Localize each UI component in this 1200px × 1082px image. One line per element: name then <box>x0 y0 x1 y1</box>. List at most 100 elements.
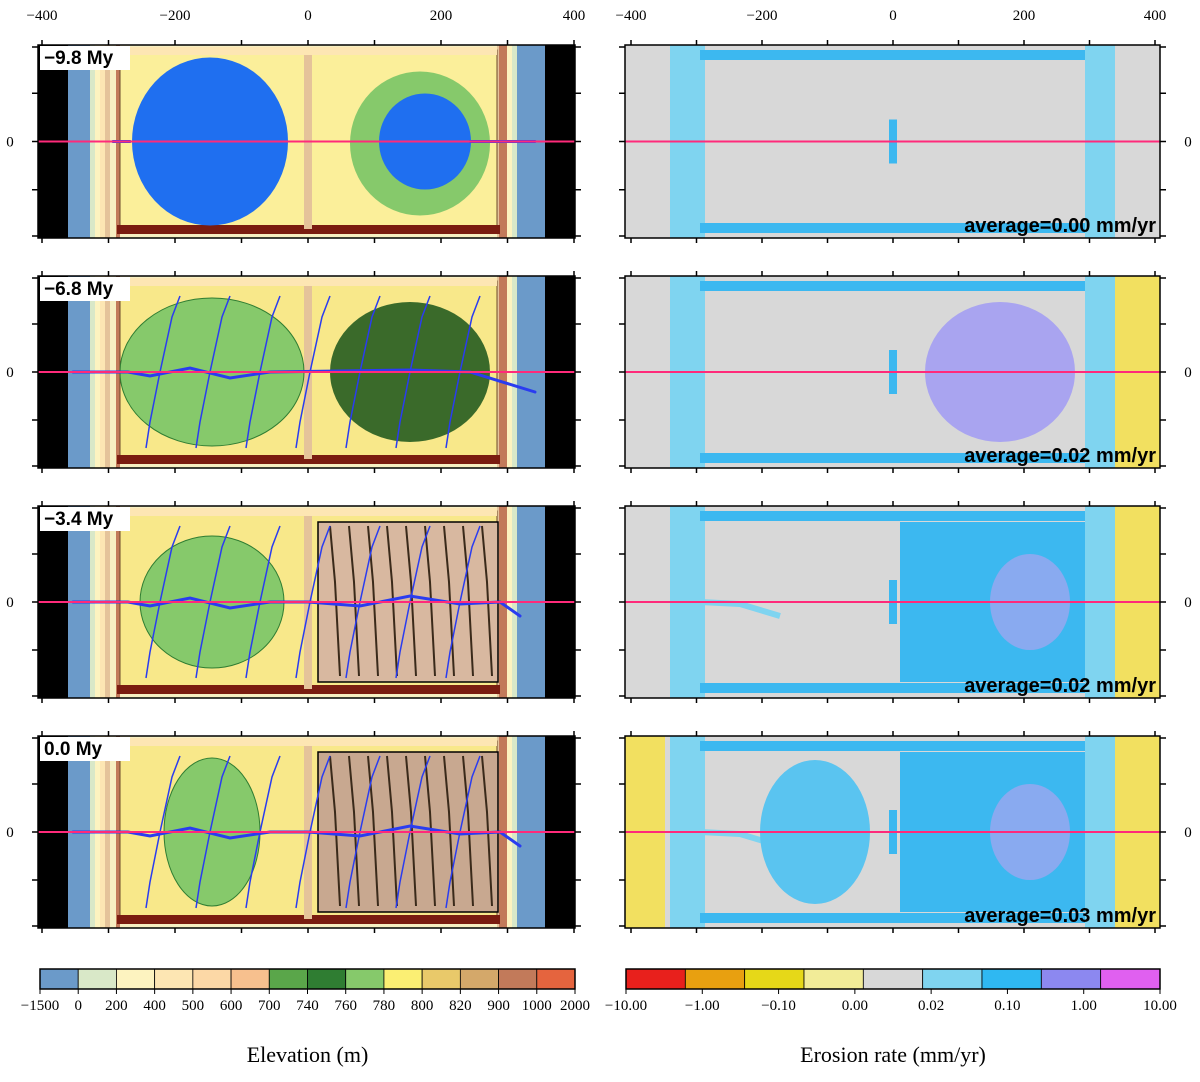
central-divide <box>304 741 312 919</box>
tributary-north <box>309 525 331 603</box>
erosion-strip-south <box>700 683 1085 693</box>
colorbar-swatch <box>39 968 79 990</box>
tributary-south <box>445 831 461 909</box>
elevation-panel: 0 0.0 My <box>6 731 581 933</box>
elevation-colorbar: −1500 0 200 400 500 600 700 740 760 780 800 820 900 1… <box>21 968 590 1067</box>
ridge-line <box>367 525 379 677</box>
erosion-strip-north <box>700 50 1085 60</box>
tributary-south <box>395 371 411 449</box>
colorbar-title: Elevation (m) <box>247 1042 369 1067</box>
colorbar-swatch <box>345 968 385 990</box>
top-tick-label-right: −200 <box>747 8 778 24</box>
average-erosion-label: average=0.02 mm/yr <box>964 445 1156 467</box>
tributary-north <box>309 295 331 373</box>
colorbar-tick-label: 700 <box>258 998 281 1014</box>
y-tick-label-right: 0 <box>1184 365 1192 381</box>
colorbar-tick-label: 820 <box>449 998 472 1014</box>
ridge-line <box>367 755 379 907</box>
erosion-strip-north <box>700 281 1085 291</box>
ridge-line <box>462 525 474 677</box>
tributary-south <box>145 601 161 679</box>
colorbar-tick-label: −0.10 <box>761 998 796 1014</box>
tributary-north <box>209 755 231 833</box>
tributary-south <box>445 601 461 679</box>
colorbar-tick-label: 0.00 <box>842 998 868 1014</box>
colorbar-swatch <box>803 968 864 990</box>
colorbar-swatch <box>1040 968 1102 990</box>
tributary-south <box>145 831 161 909</box>
erosion-colorbar: −10.00 −1.00 −0.10 0.00 0.02 0.10 1.00 10.00 Ero… <box>605 968 1177 1067</box>
erosion-panel: 0 average=0.02 mm/yr <box>619 501 1192 703</box>
tributary-north <box>209 525 231 603</box>
erosion-strip-north <box>700 511 1085 521</box>
y-tick-label-left: 0 <box>6 135 14 151</box>
top-tick-label-right: 200 <box>1013 8 1036 24</box>
erosion-strip-south <box>700 453 1085 463</box>
erosion-panel: 0 average=0.02 mm/yr <box>619 271 1192 473</box>
colorbar-swatch <box>116 968 156 990</box>
colorbar-tick-label: 400 <box>143 998 166 1014</box>
northern-strip <box>120 47 497 55</box>
tributary-north <box>459 295 481 373</box>
colorbar-swatch <box>862 968 924 990</box>
top-tick-label-left: 0 <box>304 8 312 24</box>
tributary-south <box>345 371 361 449</box>
tributary-south <box>195 831 211 909</box>
colorbar-tick-label: 0.10 <box>994 998 1020 1014</box>
tributary-north <box>409 295 431 373</box>
top-tick-label-left: −200 <box>160 8 191 24</box>
colorbar-tick-label: 760 <box>334 998 357 1014</box>
colorbar-tick-label: 200 <box>105 998 128 1014</box>
elevation-panel: 0 −3.4 My <box>6 501 581 703</box>
colorbar-tick-label: 780 <box>373 998 396 1014</box>
ridge-line <box>462 755 474 907</box>
colorbar-swatch <box>1100 968 1161 990</box>
colorbar-swatch <box>981 968 1042 990</box>
central-divide <box>304 511 312 689</box>
tributary-north <box>209 295 231 373</box>
tributary-north <box>159 755 181 833</box>
colorbar-tick-label: 0 <box>74 998 82 1014</box>
tributary-south <box>445 371 461 449</box>
tributary-south <box>295 601 311 679</box>
ridge-line <box>481 755 493 907</box>
colorbar-tick-label: 740 <box>296 998 319 1014</box>
tributary-south <box>395 601 411 679</box>
time-label: 0.0 My <box>44 739 103 760</box>
tributary-south <box>195 371 211 449</box>
colorbar-swatch <box>421 968 461 990</box>
southern-uplift <box>117 915 500 924</box>
colorbar-tick-label: 2000 <box>560 998 590 1014</box>
tributary-north <box>259 755 281 833</box>
ridge-line <box>443 525 455 677</box>
ridge-line <box>424 525 436 677</box>
time-label-box <box>40 46 130 70</box>
top-tick-label-left: 200 <box>430 8 453 24</box>
tributary-north <box>409 525 431 603</box>
colorbar-tick-label: 600 <box>220 998 243 1014</box>
southern-uplift <box>117 225 500 234</box>
elevation-panel: 0 −6.8 My <box>6 271 581 473</box>
colorbar-tick-label: 500 <box>182 998 205 1014</box>
time-label-box <box>40 507 130 531</box>
time-label: −6.8 My <box>44 279 114 300</box>
y-tick-label-left: 0 <box>6 595 14 611</box>
ridge-line <box>329 525 341 677</box>
erosion-panel: 0 average=0.00 mm/yr <box>619 40 1192 243</box>
top-tick-label-left: −400 <box>27 8 58 24</box>
colorbar-swatch <box>536 968 576 990</box>
colorbar-title: Erosion rate (mm/yr) <box>800 1042 986 1067</box>
northern-strip <box>120 738 497 746</box>
average-erosion-label: average=0.02 mm/yr <box>964 675 1156 697</box>
colorbar-swatch <box>383 968 423 990</box>
tributary-north <box>459 525 481 603</box>
colorbar-tick-label: 10.00 <box>1143 998 1177 1014</box>
tributary-south <box>295 371 311 449</box>
colorbar-swatch <box>744 968 805 990</box>
central-divide <box>304 50 312 229</box>
tributary-north <box>159 525 181 603</box>
ridge-line <box>348 755 360 907</box>
colorbar-tick-label: 0.02 <box>918 998 944 1014</box>
colorbar-swatch <box>77 968 117 990</box>
time-label-box <box>40 737 130 761</box>
